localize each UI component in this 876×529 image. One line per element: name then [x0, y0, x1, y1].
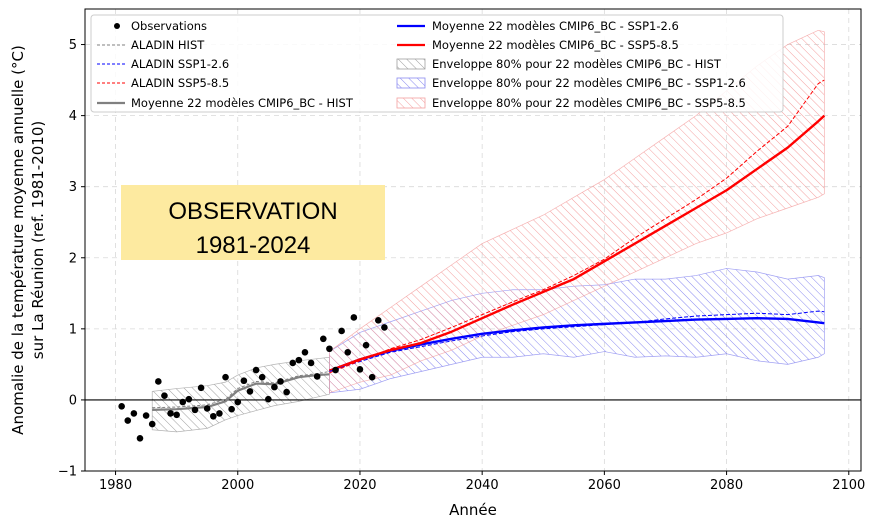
legend-label-env-ssp126: Enveloppe 80% pour 22 modèles CMIP6_BC -…	[432, 76, 746, 90]
observation-point	[142, 412, 150, 419]
x-tick-label: 2040	[466, 478, 499, 493]
legend-label-aladin-ssp585: ALADIN SSP5-8.5	[131, 76, 229, 90]
observation-point	[161, 392, 168, 399]
observation-point	[148, 420, 156, 428]
annotation-box	[121, 185, 385, 260]
x-tick-label: 2100	[832, 478, 865, 493]
y-axis-label-line1: Anomalie de la température moyenne annue…	[9, 45, 27, 435]
observation-point	[240, 377, 248, 385]
observation-point	[356, 366, 364, 373]
y-tick-label: 0	[69, 393, 77, 408]
observation-point	[307, 359, 315, 367]
line-mean-ssp585	[328, 114, 826, 372]
observation-point	[173, 411, 180, 419]
observation-point	[362, 341, 370, 349]
plot-frame	[84, 8, 862, 472]
observation-point	[246, 388, 254, 395]
x-axis: 1980 2000 2020 2040 2060 2080 2100	[99, 471, 865, 493]
observation-point	[167, 410, 174, 417]
legend-label-mean-hist: Moyenne 22 modèles CMIP6_BC - HIST	[131, 96, 354, 110]
observation-point	[326, 345, 333, 353]
observation-point	[277, 378, 284, 385]
legend-label-mean-ssp585: Moyenne 22 modèles CMIP6_BC - SSP5-8.5	[432, 38, 679, 52]
x-tick-label: 2020	[343, 478, 376, 493]
observation-point	[179, 398, 187, 406]
envelope-hist	[151, 356, 330, 433]
observation-point	[381, 324, 388, 331]
line-mean-hist	[152, 373, 330, 411]
legend: Observations ALADIN HIST ALADIN SSP1-2.6…	[90, 14, 784, 113]
x-axis-label: Année	[449, 501, 497, 519]
y-axis-label-line2: sur La Réunion (ref. 1981-2010)	[29, 121, 47, 359]
envelopes	[151, 29, 825, 433]
observation-point	[289, 359, 297, 367]
annotation-period: 1981-2024	[196, 232, 311, 259]
observation-point	[271, 383, 278, 391]
observation-annotation: OBSERVATION 1981-2024	[121, 185, 385, 260]
observation-point	[136, 435, 144, 442]
x-tick-label: 2060	[588, 478, 621, 493]
legend-label-env-ssp585: Enveloppe 80% pour 22 modèles CMIP6_BC -…	[432, 96, 746, 110]
observation-point	[265, 395, 272, 403]
observation-point	[210, 412, 217, 420]
legend-label-aladin-hist: ALADIN HIST	[131, 38, 205, 52]
observation-point	[295, 356, 303, 364]
y-tick-label: 1	[69, 322, 77, 337]
y-tick-label: 3	[69, 180, 77, 195]
observation-point	[222, 373, 229, 381]
observation-point	[191, 406, 199, 414]
annotation-title: OBSERVATION	[168, 198, 337, 225]
observation-point	[197, 384, 205, 392]
observation-point	[185, 395, 193, 403]
line-aladin-ssp126	[329, 310, 825, 372]
legend-marker-env-ssp126	[396, 77, 426, 89]
observation-point	[344, 349, 352, 356]
legend-marker-env-ssp585	[396, 97, 426, 109]
observation-point	[124, 417, 132, 424]
observation-point	[319, 335, 327, 343]
observation-point	[283, 388, 290, 396]
observation-point	[130, 410, 138, 417]
observation-point	[252, 366, 260, 374]
y-tick-label: 4	[69, 109, 77, 124]
observation-point	[301, 349, 309, 356]
y-axis: −1 0 1 2 3 4 5	[58, 38, 85, 480]
observation-points	[118, 314, 388, 442]
y-tick-label: −1	[58, 465, 77, 480]
y-tick-label: 2	[69, 251, 77, 266]
series-lines	[152, 79, 826, 411]
line-aladin-hist	[152, 370, 330, 409]
x-tick-label: 2080	[710, 478, 743, 493]
observation-point	[374, 317, 382, 324]
legend-label-aladin-ssp126: ALADIN SSP1-2.6	[131, 57, 229, 71]
observation-point	[216, 410, 223, 417]
legend-label-observations: Observations	[131, 19, 207, 33]
legend-label-env-hist: Enveloppe 80% pour 22 modèles CMIP6_BC -…	[432, 57, 722, 71]
observation-point	[203, 405, 211, 412]
observation-point	[313, 373, 321, 380]
observation-point	[258, 373, 266, 381]
observation-point	[350, 314, 358, 321]
legend-marker-env-hist	[396, 58, 426, 70]
x-tick-label: 2000	[221, 478, 254, 493]
observation-point	[368, 373, 376, 381]
legend-marker-observations	[114, 23, 120, 29]
observation-point	[338, 327, 345, 335]
legend-label-mean-ssp126: Moyenne 22 modèles CMIP6_BC - SSP1-2.6	[432, 19, 679, 33]
observation-point	[228, 405, 235, 413]
line-aladin-ssp585	[329, 79, 825, 374]
legend-frame	[90, 14, 784, 113]
y-tick-label: 5	[69, 38, 77, 53]
observation-point	[234, 398, 242, 406]
line-mean-ssp126	[328, 316, 825, 372]
observation-point	[155, 378, 162, 385]
observation-point	[332, 366, 339, 374]
observation-point	[118, 403, 125, 410]
x-tick-label: 1980	[99, 478, 132, 493]
